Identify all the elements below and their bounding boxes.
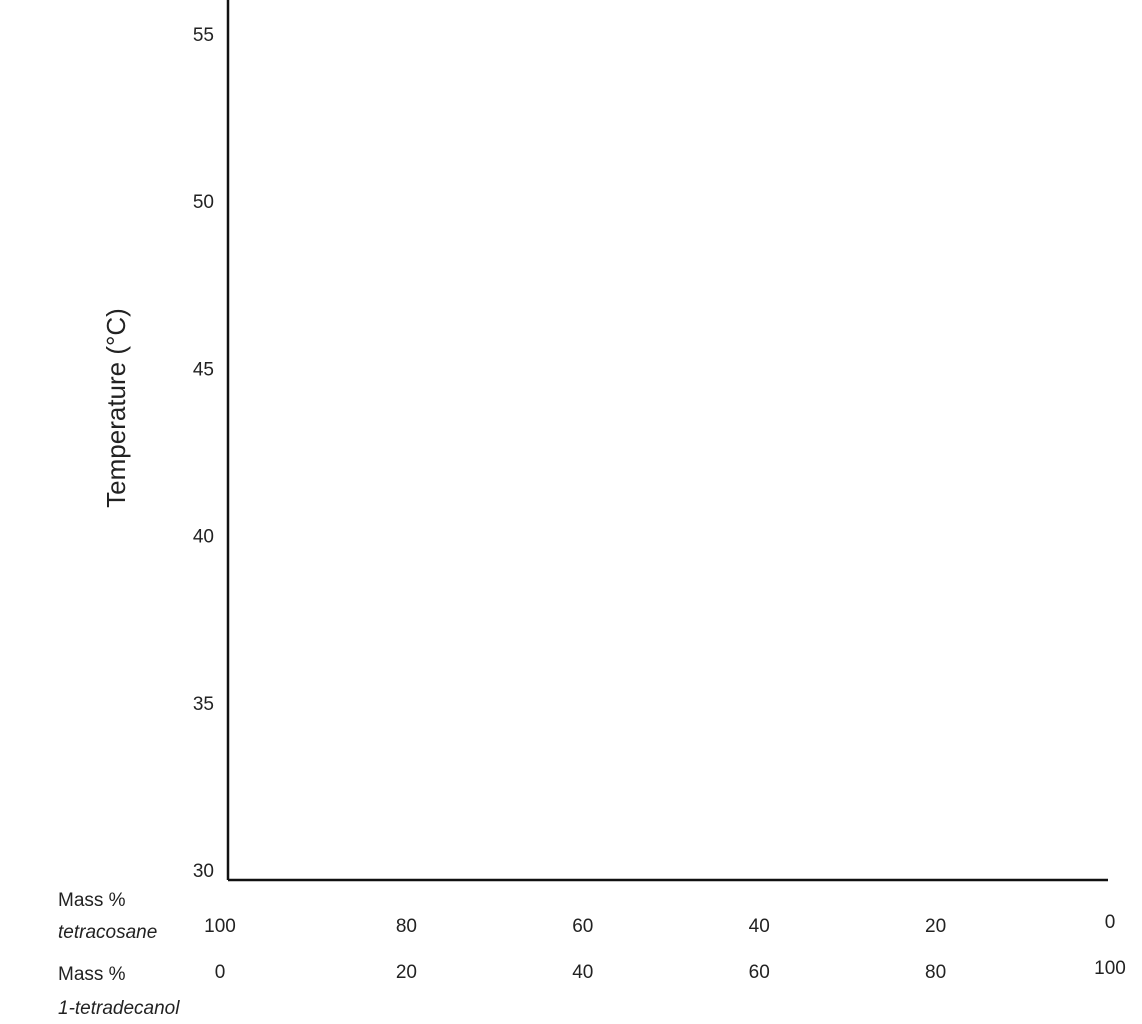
x-axis-tetradecanol-row: Mass % 1-tetradecanol — [58, 964, 180, 1019]
x-axis-1-tick-label: 0 — [1105, 912, 1116, 933]
x-axis-2-tick-label: 80 — [925, 962, 946, 983]
x-axis-2-tick-labels: 0 20 40 60 80 100 — [215, 958, 1126, 983]
x-axis-1-tick-label: 60 — [572, 916, 593, 937]
y-axis-label: Temperature (°C) — [101, 308, 131, 508]
y-tick-label: 45 — [193, 359, 214, 380]
y-tick-label: 50 — [193, 192, 214, 213]
x-axis-2-label-line2: 1-tetradecanol — [58, 998, 180, 1019]
x-axis-1-tick-label: 80 — [396, 916, 417, 937]
x-axis-1-tick-label: 20 — [925, 916, 946, 937]
x-axis-1-tick-label: 40 — [749, 916, 770, 937]
x-axis-1-tick-label: 100 — [204, 916, 236, 937]
x-axis-2-tick-label: 40 — [572, 962, 593, 983]
x-axis-tetracosane-row: Mass % tetracosane — [58, 890, 157, 943]
x-axis-1-label-line2: tetracosane — [58, 922, 157, 943]
y-tick-label: 35 — [193, 694, 214, 715]
y-tick-labels: 30 35 40 45 50 55 — [193, 25, 214, 882]
x-axis-2-tick-label: 60 — [749, 962, 770, 983]
x-axis-2-tick-label: 100 — [1094, 958, 1126, 979]
x-axis-1-tick-labels: 100 80 60 40 20 0 — [204, 912, 1115, 937]
x-axis-2-tick-label: 0 — [215, 962, 226, 983]
y-tick-label: 55 — [193, 25, 214, 46]
x-axis-2-label-line1: Mass % — [58, 964, 126, 985]
y-tick-label: 30 — [193, 861, 214, 882]
x-axis-1-label-line1: Mass % — [58, 890, 126, 911]
x-axis-2-tick-label: 20 — [396, 962, 417, 983]
y-tick-label: 40 — [193, 527, 214, 548]
axes — [226, 0, 1108, 882]
